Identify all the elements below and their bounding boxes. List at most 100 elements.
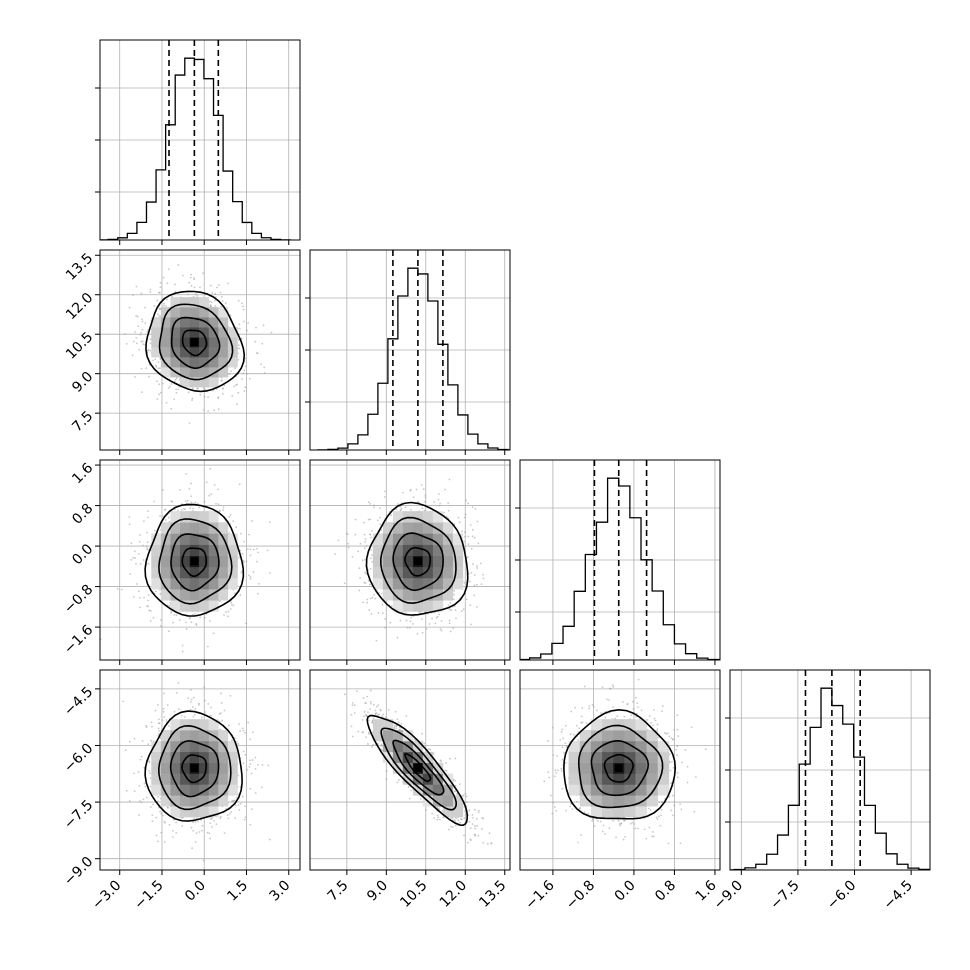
scatter-point [477, 542, 480, 545]
scatter-point [474, 808, 477, 811]
scatter-point [155, 834, 158, 837]
scatter-point [212, 389, 214, 392]
scatter-point [159, 282, 162, 284]
density-cell [160, 773, 171, 785]
density-cell [170, 566, 181, 579]
scatter-point [672, 794, 674, 797]
density-cell [208, 806, 219, 818]
scatter-point [591, 703, 594, 706]
contour-line [392, 739, 445, 796]
scatter-point [450, 817, 452, 820]
scatter-point [217, 408, 220, 411]
scatter-point [125, 342, 128, 345]
scatter-point [175, 831, 178, 834]
scatter-point [235, 526, 238, 528]
scatter-point [233, 385, 235, 388]
scatter-point [146, 547, 148, 549]
density-cell [170, 533, 181, 545]
scatter-point [564, 742, 567, 745]
scatter-point [229, 608, 232, 610]
scatter-point [220, 295, 223, 298]
scatter-point [190, 495, 193, 498]
scatter-point [165, 305, 168, 307]
scatter-point [351, 555, 354, 558]
density-cell [613, 784, 625, 796]
scatter-point [149, 342, 152, 345]
scatter-point [357, 730, 360, 733]
scatter-point [215, 823, 218, 826]
scatter-point [162, 515, 164, 518]
scatter-point [465, 499, 467, 502]
density-cell [180, 307, 190, 318]
scatter-point [229, 694, 232, 697]
scatter-point [230, 739, 233, 742]
scatter-point [239, 730, 241, 732]
scatter-point [251, 759, 254, 761]
scatter-point [192, 696, 195, 699]
scatter-point [143, 782, 146, 785]
density-cell [189, 347, 200, 358]
scatter-point [382, 713, 385, 716]
scatter-point [234, 804, 237, 807]
density-cell [635, 751, 647, 763]
x-tick-label: 10.5 [397, 878, 430, 911]
scatter-point [187, 391, 190, 394]
scatter-point [676, 776, 679, 779]
density-cell [180, 297, 190, 308]
scatter-point [375, 705, 378, 708]
scatter-point [591, 820, 594, 822]
scatter-point [630, 714, 633, 717]
scatter-point [445, 762, 447, 764]
scatter-point [243, 390, 246, 392]
scatter-point [608, 827, 611, 830]
scatter-point [211, 826, 213, 828]
scatter-point [130, 542, 133, 545]
density-cell [218, 784, 229, 796]
scatter-point [187, 293, 189, 296]
scatter-point [364, 538, 367, 540]
scatter-point [363, 710, 366, 713]
density-cell [602, 719, 614, 731]
panel-plot-area [100, 670, 300, 870]
density-cell [199, 751, 210, 763]
scatter-point [440, 629, 443, 632]
density-cell [657, 773, 670, 785]
scatter-point [185, 621, 188, 624]
scatter-point [631, 821, 634, 824]
scatter-point [209, 467, 212, 470]
panel-plot-area [520, 460, 720, 660]
density-cell [442, 806, 454, 818]
density-cell [218, 357, 229, 368]
scatter-point [652, 835, 655, 838]
scatter-point [163, 841, 166, 843]
scatter-point [566, 744, 569, 747]
scatter-point [444, 488, 447, 491]
scatter-point [353, 704, 356, 706]
scatter-point [138, 348, 141, 351]
scatter-point [676, 754, 679, 757]
scatter-point [548, 776, 551, 779]
density-cell [602, 784, 614, 796]
scatter-point [604, 716, 607, 719]
scatter-point [637, 706, 639, 709]
scatter-point [170, 407, 173, 410]
scatter-point [243, 540, 246, 543]
scatter-point [241, 795, 244, 798]
scatter-point [439, 502, 442, 505]
scatter-point [410, 789, 413, 792]
scatter-point [384, 716, 387, 718]
density-cell [422, 555, 434, 568]
scatter-point [159, 588, 161, 591]
scatter-point [249, 759, 251, 762]
scatter-point [207, 703, 210, 705]
density-cell [412, 740, 424, 753]
scatter-point [202, 859, 205, 862]
x-tick-label: −0.8 [563, 878, 598, 913]
density-cell [412, 577, 424, 590]
scatter-point [561, 758, 564, 761]
density-cell [635, 719, 647, 731]
scatter-point [379, 523, 382, 526]
density-cell [189, 773, 200, 785]
scatter-point [560, 730, 563, 733]
scatter-point [209, 837, 212, 840]
